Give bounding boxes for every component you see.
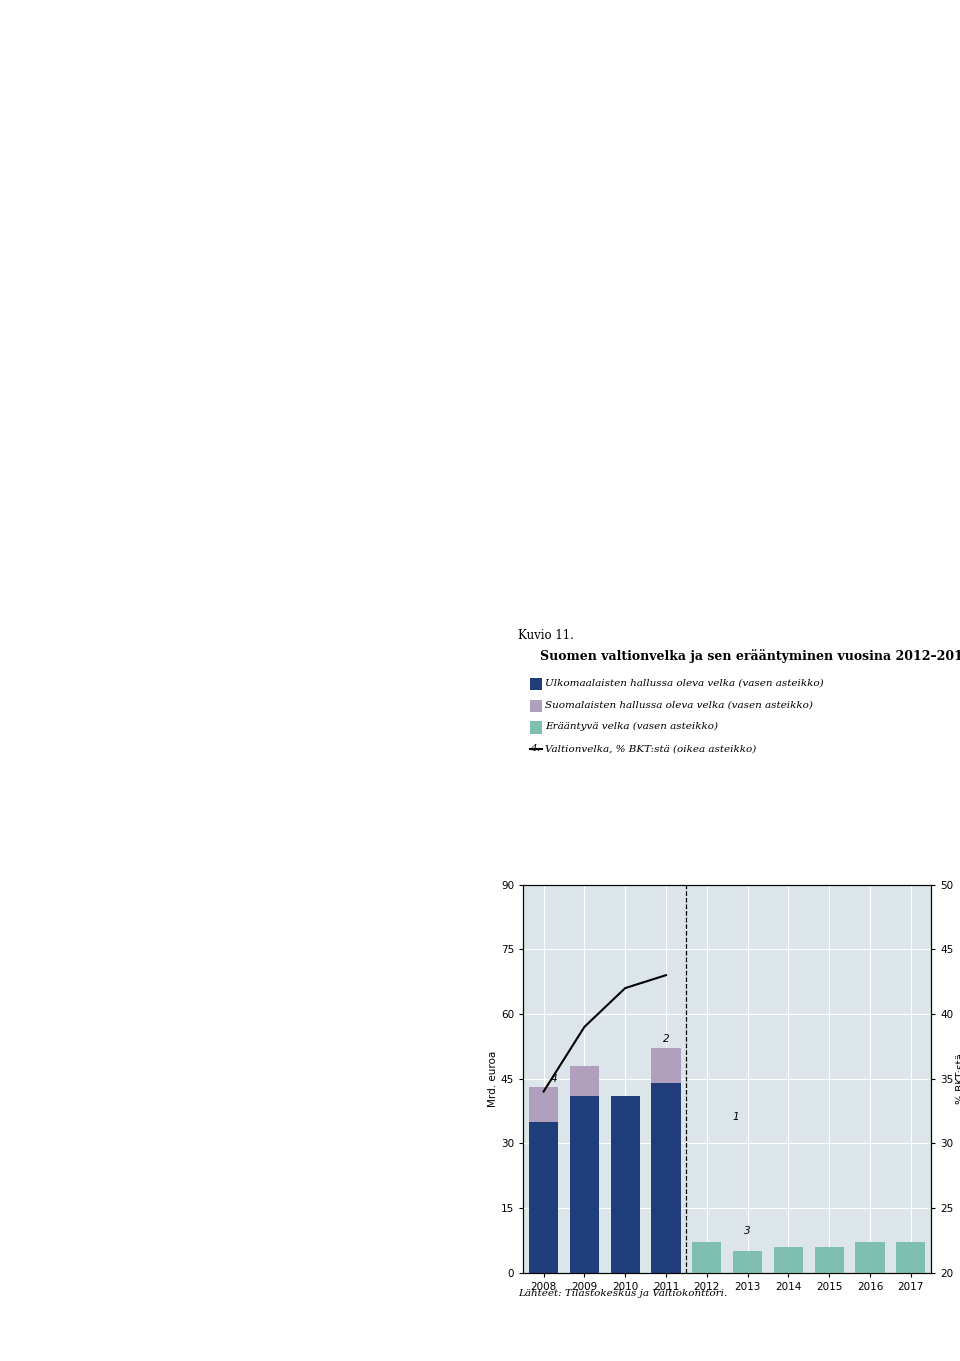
Text: 2.: 2. [530,701,540,709]
Text: Valtionvelka, % BKT:stä (oikea asteikko): Valtionvelka, % BKT:stä (oikea asteikko) [545,744,756,753]
Text: 2: 2 [662,1034,669,1044]
Text: Suomalaisten hallussa oleva velka (vasen asteikko): Suomalaisten hallussa oleva velka (vasen… [545,701,813,709]
Text: Ulkomaalaisten hallussa oleva velka (vasen asteikko): Ulkomaalaisten hallussa oleva velka (vas… [545,679,824,687]
Text: 1: 1 [732,1112,738,1123]
Bar [569,1096,599,1273]
Bar [814,1247,844,1273]
Bar [651,1083,681,1273]
Bar [774,1247,804,1273]
Text: 1.: 1. [530,679,540,687]
Bar [529,1087,559,1121]
Y-axis label: % BKT:stä: % BKT:stä [956,1053,960,1104]
Text: 4: 4 [550,1074,557,1083]
Y-axis label: Mrd. euroa: Mrd. euroa [488,1051,498,1106]
Text: Kuvio 11.: Kuvio 11. [518,629,574,642]
Text: 3: 3 [744,1226,751,1236]
Bar [855,1243,885,1273]
Bar [569,1066,599,1096]
Text: Suomen valtionvelka ja sen erääntyminen vuosina 2012–2017: Suomen valtionvelka ja sen erääntyminen … [540,649,960,663]
Bar [529,1121,559,1273]
Bar [692,1243,722,1273]
Text: Erääntyvä velka (vasen asteikko): Erääntyvä velka (vasen asteikko) [545,723,718,731]
Bar [896,1243,925,1273]
Text: 3.: 3. [530,723,540,731]
Bar [732,1251,762,1273]
Bar [611,1096,640,1273]
Bar [651,1048,681,1083]
Text: Lähteet: Tilastokeskus ja Valtiokonttori.: Lähteet: Tilastokeskus ja Valtiokonttori… [518,1289,728,1298]
Text: 4.: 4. [530,744,540,753]
